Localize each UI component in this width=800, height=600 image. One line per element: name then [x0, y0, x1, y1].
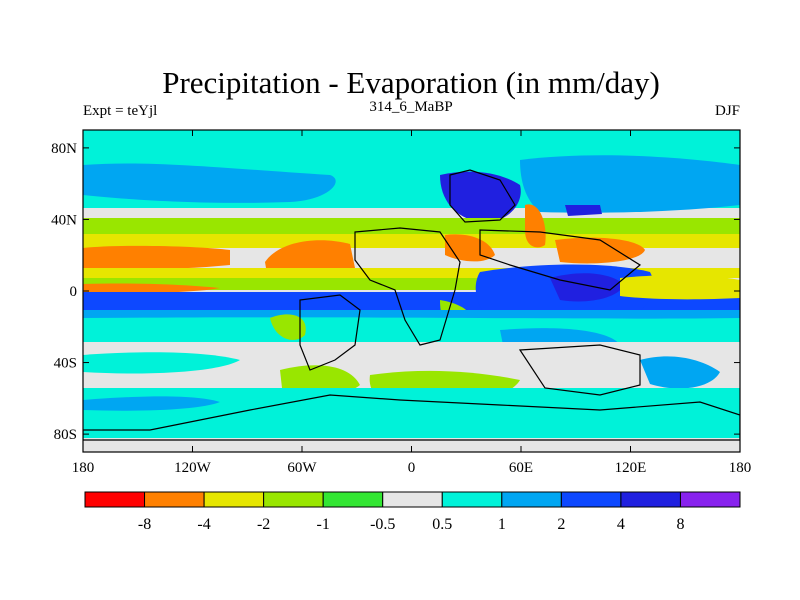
colorbar-swatch	[620, 491, 681, 508]
colorbar-swatch	[203, 491, 265, 508]
x-tick-label: 180	[72, 460, 95, 476]
colorbar-label: 2	[557, 516, 565, 533]
colorbar-swatch	[263, 491, 324, 508]
colorbar-label: 1	[498, 516, 506, 533]
band-equator-orange-line	[83, 283, 220, 294]
patch-west-pacific-yellow	[620, 274, 740, 300]
band-south-subtropics-blue	[83, 310, 740, 319]
band-arctic-cyan	[83, 130, 740, 152]
patch-india-orange	[555, 237, 645, 264]
coastlines	[83, 169, 740, 441]
x-tick-label: 120E	[615, 460, 647, 476]
colorbar-label: 8	[676, 516, 684, 533]
band-subtropics-yellow	[83, 234, 740, 248]
experiment-label: Expt = teYjl	[83, 103, 157, 119]
band-antarctica-grey	[83, 438, 740, 452]
patch-south-atlantic-green	[280, 365, 360, 396]
colorbar-label: -4	[197, 516, 210, 533]
patch-europe-darkblue	[440, 171, 521, 223]
y-tick-label: 40S	[54, 356, 77, 372]
x-tick-label: 60E	[509, 460, 533, 476]
patch-pacific-orange	[83, 245, 230, 270]
band-subtropics-green	[83, 218, 740, 234]
patch-southwest-pacific-cyan	[83, 352, 240, 374]
coast-antarctica	[83, 394, 740, 441]
patch-southern-ocean-blue	[83, 396, 220, 411]
colorbar-label: 0.5	[432, 516, 452, 533]
season-label: DJF	[715, 103, 740, 119]
coast-africa	[354, 227, 461, 346]
coast-asia	[479, 229, 642, 291]
colorbar-swatch	[322, 491, 384, 508]
plot-area	[83, 130, 740, 452]
x-tick-label: 180	[729, 460, 752, 476]
colorbar-label: -1	[317, 516, 330, 533]
y-axis: 80N 40N 0 40S 80S	[51, 141, 740, 443]
y-tick-label: 0	[70, 284, 78, 300]
colorbar-swatch	[84, 491, 146, 508]
patch-north-pacific-blue	[83, 163, 336, 203]
colorbar-label: 4	[617, 516, 625, 533]
period-label: 314_6_MaBP	[369, 99, 452, 115]
colorbar-swatch	[501, 491, 562, 508]
chart-title: Precipitation - Evaporation (in mm/day)	[162, 65, 660, 100]
patch-asia-orange	[525, 204, 546, 248]
colorbar-label: -8	[138, 516, 151, 533]
x-tick-label: 0	[408, 460, 416, 476]
colorbar-swatch	[144, 491, 205, 508]
patch-indian-ocean-darkblue	[550, 273, 625, 302]
x-tick-label: 120W	[174, 460, 212, 476]
patch-north-asia-blue	[520, 155, 740, 213]
colorbar-swatch	[441, 491, 503, 508]
colorbar-swatch	[679, 491, 741, 508]
colorbar: -8 -4 -2 -1 -0.5 0.5 1 2 4 8	[84, 491, 741, 533]
colorbar-label: -2	[257, 516, 270, 533]
x-tick-label: 60W	[287, 460, 317, 476]
y-tick-label: 80S	[54, 427, 77, 443]
y-tick-label: 40N	[51, 212, 77, 228]
patch-north-africa-orange	[445, 234, 495, 262]
colorbar-swatch	[560, 491, 622, 508]
coast-south-america	[299, 294, 361, 371]
colorbar-swatch	[382, 491, 443, 508]
patch-asia-small-darkblue	[565, 205, 602, 216]
band-southern-ocean-cyan	[83, 388, 740, 438]
band-equator-yellow	[83, 268, 740, 278]
patch-south-america-green	[270, 314, 306, 340]
y-tick-label: 80N	[51, 141, 77, 157]
colorbar-label: -0.5	[370, 516, 395, 533]
coast-australia	[518, 344, 641, 396]
x-axis: 180 120W 60W 0 60E 120E 180	[72, 130, 752, 476]
coast-europe	[449, 169, 516, 223]
patch-south-pacific-blue	[640, 356, 720, 389]
